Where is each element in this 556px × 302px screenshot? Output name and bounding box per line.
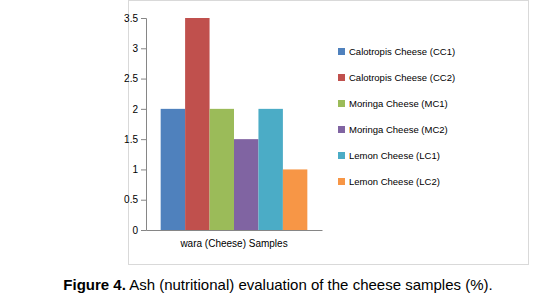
legend: Calotropis Cheese (CC1) Calotropis Cheese… bbox=[338, 46, 455, 187]
y-tick-label: 2.5 bbox=[124, 73, 138, 84]
legend-swatch bbox=[338, 74, 345, 81]
legend-swatch bbox=[338, 100, 345, 107]
y-tick: 3 bbox=[132, 43, 146, 54]
x-axis-line bbox=[147, 230, 323, 231]
y-tick: 2.5 bbox=[124, 73, 146, 84]
y-tick: 0.5 bbox=[124, 194, 146, 205]
bar bbox=[283, 169, 307, 230]
bar bbox=[185, 18, 209, 230]
y-tick-mark bbox=[141, 230, 146, 231]
caption: Figure 4. Ash (nutritional) evaluation o… bbox=[63, 276, 492, 293]
y-tick-label: 3 bbox=[132, 43, 138, 54]
x-tick-label: wara (Cheese) Samples bbox=[179, 238, 287, 249]
y-tick-label: 2 bbox=[132, 104, 138, 115]
y-tick-label: 0 bbox=[132, 225, 138, 236]
y-tick-label: 3.5 bbox=[124, 13, 138, 24]
caption-text: Ash (nutritional) evaluation of the chee… bbox=[129, 276, 493, 293]
bar bbox=[258, 109, 282, 230]
legend-swatch bbox=[338, 126, 345, 133]
chart: 0 0.5 1 1.5 2 2.5 3 3.5 wara (Cheese) Samples Cal… bbox=[0, 0, 556, 302]
y-tick-mark bbox=[141, 169, 146, 170]
y-tick: 1 bbox=[132, 164, 146, 175]
y-axis-line bbox=[141, 19, 147, 231]
legend-label: Lemon Cheese (LC2) bbox=[349, 176, 440, 187]
bar bbox=[161, 109, 185, 230]
figure-label: Figure 4. bbox=[63, 276, 126, 293]
y-tick: 3.5 bbox=[124, 13, 146, 24]
chart-frame bbox=[129, 1, 529, 265]
y-tick-mark bbox=[141, 200, 146, 201]
legend-label: Moringa Cheese (MC1) bbox=[349, 98, 448, 109]
bars bbox=[161, 18, 308, 230]
legend-swatch bbox=[338, 178, 345, 185]
bar bbox=[234, 139, 258, 230]
legend-swatch bbox=[338, 48, 345, 55]
y-tick-label: 1 bbox=[132, 164, 138, 175]
y-tick-mark bbox=[141, 139, 146, 140]
y-tick-label: 0.5 bbox=[124, 194, 138, 205]
y-tick-mark bbox=[141, 79, 146, 80]
x-tick: wara (Cheese) Samples bbox=[179, 230, 287, 249]
x-axis: wara (Cheese) Samples bbox=[147, 230, 323, 249]
legend-label: Calotropis Cheese (CC2) bbox=[349, 72, 455, 83]
y-axis: 0 0.5 1 1.5 2 2.5 3 3.5 bbox=[124, 13, 146, 236]
bar bbox=[210, 109, 234, 230]
y-tick-mark bbox=[141, 48, 146, 49]
legend-label: Moringa Cheese (MC2) bbox=[349, 124, 448, 135]
legend-label: Calotropis Cheese (CC1) bbox=[349, 46, 455, 57]
y-tick: 1.5 bbox=[124, 134, 146, 145]
legend-label: Lemon Cheese (LC1) bbox=[349, 150, 440, 161]
y-tick: 0 bbox=[132, 225, 146, 236]
legend-swatch bbox=[338, 152, 345, 159]
y-tick-mark bbox=[141, 109, 146, 110]
y-tick-label: 1.5 bbox=[124, 134, 138, 145]
y-tick-mark bbox=[141, 18, 146, 19]
y-tick: 2 bbox=[132, 104, 146, 115]
